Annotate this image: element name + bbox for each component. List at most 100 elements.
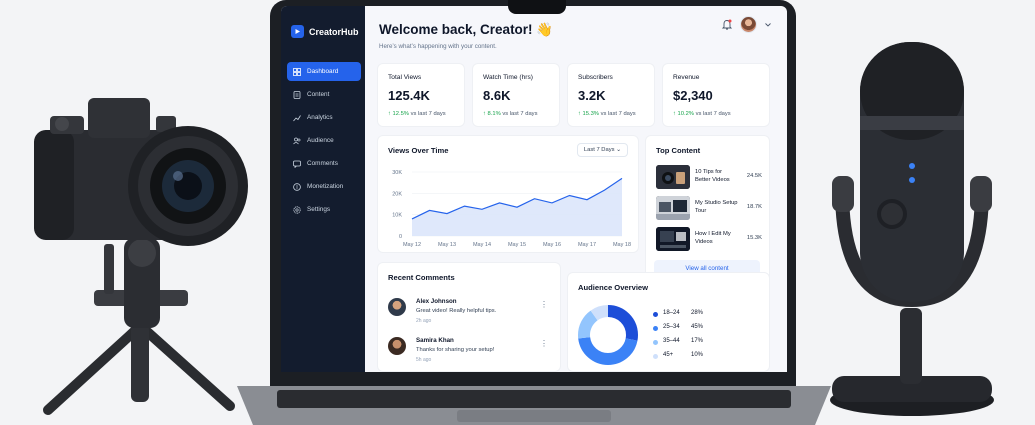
sidebar-item-label: Comments <box>307 160 338 167</box>
legend-item: 18–24 28% <box>653 310 713 320</box>
top-content-views: 18.7K <box>746 204 762 210</box>
top-content-title: 10 Tips for Better Videos <box>695 169 730 183</box>
commenter-name: Samira Khan <box>416 337 454 344</box>
more-options-icon[interactable]: ⋮ <box>540 339 548 348</box>
header-actions <box>722 16 771 33</box>
donut-slice <box>578 305 638 365</box>
document-icon <box>293 90 301 99</box>
date-range-select[interactable]: Last 7 Days ⌄ <box>576 143 628 157</box>
stat-label: Revenue <box>673 74 700 81</box>
sidebar-item-dashboard[interactable]: Dashboard <box>287 62 361 81</box>
stat-value: 3.2K <box>578 88 606 103</box>
comment-item[interactable]: Samira Khan Thanks for sharing your setu… <box>388 335 548 367</box>
camera-on-tripod <box>34 98 248 415</box>
top-content-title: How I Edit My Videos <box>695 231 731 245</box>
views-line-chart: 0 10K 20K 30K May 12 May 13 May 14 May 15 May 16… <box>392 170 631 248</box>
avatar[interactable] <box>740 16 757 33</box>
users-icon <box>293 137 301 144</box>
audience-donut-chart <box>578 305 638 365</box>
stat-card-subscribers[interactable]: Subscribers 3.2K ↑ 15.3% vs last 7 days <box>567 63 655 127</box>
stat-label: Watch Time (hrs) <box>483 74 533 81</box>
top-content-title: My Studio Setup Tour <box>695 200 738 214</box>
legend-swatch <box>653 312 658 317</box>
recent-comments-card: Recent Comments Alex Johnson Great video… <box>377 262 561 372</box>
card-title: Top Content <box>656 146 701 155</box>
audience-overview-card: Audience Overview 18–24 28% 25–34 45% 35… <box>567 272 770 372</box>
comment-item[interactable]: Alex Johnson Great video! Really helpful… <box>388 296 548 328</box>
sidebar-item-audience[interactable]: Audience <box>287 131 361 150</box>
donut-slice <box>578 305 638 365</box>
sidebar-item-content[interactable]: Content <box>287 85 361 104</box>
views-over-time-card: Views Over Time Last 7 Days ⌄ 0 10K 20K 30K… <box>377 135 639 253</box>
sidebar-item-monetization[interactable]: Monetization <box>287 177 361 196</box>
stat-delta: ↑ 8.1% vs last 7 days <box>483 111 538 117</box>
comment-text: Thanks for sharing your setup! <box>416 347 495 353</box>
stat-label: Subscribers <box>578 74 613 81</box>
card-title: Recent Comments <box>388 273 455 282</box>
top-content-item[interactable]: How I Edit My Videos 15.3K <box>656 227 762 251</box>
legend-swatch <box>653 326 658 331</box>
dollar-icon <box>293 182 301 191</box>
brand[interactable]: CreatorHub <box>291 25 359 38</box>
x-tick-label: May 13 <box>438 242 456 248</box>
more-options-icon[interactable]: ⋮ <box>540 300 548 309</box>
sidebar-item-settings[interactable]: Settings <box>287 200 361 219</box>
stat-delta: ↑ 15.3% vs last 7 days <box>578 111 636 117</box>
card-title: Views Over Time <box>388 146 449 155</box>
y-tick-label: 0 <box>399 234 402 240</box>
sidebar-item-label: Dashboard <box>307 68 339 75</box>
top-content-item[interactable]: 10 Tips for Better Videos 24.5K <box>656 165 762 189</box>
y-tick-label: 30K <box>392 170 402 176</box>
stat-delta: ↑ 10.2% vs last 7 days <box>673 111 731 117</box>
y-tick-label: 20K <box>392 191 402 197</box>
gear-icon <box>293 205 301 214</box>
bell-icon[interactable] <box>722 19 732 30</box>
legend-item: 25–34 45% <box>653 324 713 334</box>
stat-label: Total Views <box>388 74 422 81</box>
sidebar-item-label: Audience <box>307 137 334 144</box>
x-tick-label: May 16 <box>543 242 561 248</box>
top-content-views: 15.3K <box>746 235 762 241</box>
sidebar: CreatorHub Dashboard Content Analytics A… <box>281 6 365 372</box>
donut-slice <box>578 305 638 365</box>
sidebar-item-label: Monetization <box>307 183 344 190</box>
sidebar-item-analytics[interactable]: Analytics <box>287 108 361 127</box>
comment-time: 5h ago <box>416 357 432 363</box>
x-tick-label: May 12 <box>403 242 421 248</box>
stat-card-total-views[interactable]: Total Views 125.4K ↑ 12.5% vs last 7 day… <box>377 63 465 127</box>
sidebar-item-label: Content <box>307 91 330 98</box>
top-content-item[interactable]: My Studio Setup Tour 18.7K <box>656 196 762 220</box>
card-title: Audience Overview <box>578 283 649 292</box>
video-thumbnail <box>656 227 690 251</box>
sidebar-item-comments[interactable]: Comments <box>287 154 361 173</box>
page-subtitle: Here’s what’s happening with your conten… <box>379 43 497 50</box>
x-tick-label: May 17 <box>578 242 596 248</box>
stat-value: $2,340 <box>673 88 713 103</box>
play-logo-icon <box>291 25 304 38</box>
x-tick-label: May 15 <box>508 242 526 248</box>
legend-swatch <box>653 340 658 345</box>
sidebar-nav: Dashboard Content Analytics Audience Com… <box>287 62 361 223</box>
stat-value: 125.4K <box>388 88 430 103</box>
video-thumbnail <box>656 196 690 220</box>
line-chart-icon <box>293 114 301 121</box>
stat-delta: ↑ 12.5% vs last 7 days <box>388 111 446 117</box>
comment-time: 2h ago <box>416 318 432 324</box>
laptop-keyboard-base <box>237 386 831 425</box>
sidebar-item-label: Analytics <box>307 114 333 121</box>
comment-icon <box>293 160 301 168</box>
x-tick-label: May 18 <box>613 242 631 248</box>
top-content-card: Top Content 10 Tips for Better Videos 24… <box>645 135 770 287</box>
microphone-on-stand <box>830 42 994 416</box>
legend-item: 35–44 17% <box>653 338 713 348</box>
chevron-down-icon[interactable] <box>765 22 771 27</box>
app-screen: CreatorHub Dashboard Content Analytics A… <box>281 6 787 372</box>
commenter-avatar <box>388 337 406 355</box>
stat-card-revenue[interactable]: Revenue $2,340 ↑ 10.2% vs last 7 days <box>662 63 770 127</box>
y-tick-label: 10K <box>392 213 402 219</box>
area-fill <box>412 178 622 236</box>
stat-card-watch-time[interactable]: Watch Time (hrs) 8.6K ↑ 8.1% vs last 7 d… <box>472 63 560 127</box>
comment-text: Great video! Really helpful tips. <box>416 308 497 314</box>
commenter-name: Alex Johnson <box>416 298 457 305</box>
main-content: Welcome back, Creator! 👋 Here’s what’s h… <box>365 6 787 372</box>
